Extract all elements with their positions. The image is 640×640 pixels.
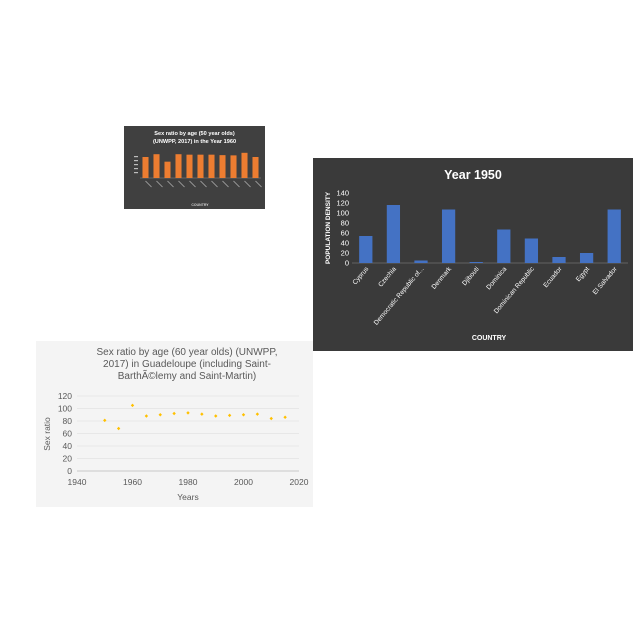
chart-title-line: Sex ratio by age (60 year olds) (UNWPP,: [96, 347, 277, 358]
y-tick-label: [134, 172, 138, 174]
x-tick-label: [156, 180, 163, 188]
y-tick-label: 100: [58, 404, 72, 414]
x-tick-label: Democratic Republic of...: [373, 266, 426, 327]
bar: [359, 236, 373, 263]
small-bar-chart-panel: Sex ratio by age (50 year olds) (UNWPP, 2…: [124, 126, 265, 209]
bar: [497, 229, 511, 263]
x-tick-label: [255, 180, 262, 188]
y-tick-label: [134, 168, 138, 170]
x-tick-label: El Salvador: [592, 265, 620, 296]
population-density-chart-panel: Year 1950 0 20 40 60 80 100 120 140 Cyprus Czechia…: [313, 158, 633, 351]
x-tick-label: 1940: [68, 477, 87, 487]
data-point: [255, 412, 260, 416]
data-point: [269, 416, 273, 421]
bar: [469, 262, 483, 263]
sex-ratio-scatter-panel: Sex ratio by age (60 year olds) (UNWPP, 2…: [36, 341, 313, 507]
x-tick-label: [244, 180, 251, 188]
y-tick-label: 60: [63, 429, 73, 439]
x-tick-label: 1980: [179, 477, 198, 487]
x-tick-label: 2020: [290, 477, 309, 487]
data-point: [283, 415, 287, 419]
sex-ratio-scatter-chart: Sex ratio by age (60 year olds) (UNWPP,2…: [42, 347, 309, 502]
y-tick-label: 140: [336, 189, 349, 198]
x-tick-label: Egypt: [575, 266, 591, 284]
bar: [241, 152, 248, 178]
x-tick-label: Dominica: [485, 266, 508, 292]
bar: [219, 155, 226, 178]
x-tick-label: Djibouti: [461, 265, 481, 287]
x-tick-label: 2000: [234, 477, 253, 487]
data-point: [144, 414, 149, 418]
data-point: [130, 403, 135, 408]
x-tick-label: [211, 180, 218, 188]
y-tick-label: 20: [63, 454, 73, 464]
small-bar-chart: Sex ratio by age (50 year olds) (UNWPP, 2…: [134, 131, 262, 207]
data-point: [116, 426, 121, 431]
x-tick-label: [178, 180, 185, 188]
data-point: [200, 412, 204, 416]
bar: [607, 209, 621, 263]
x-tick-label: Cyprus: [352, 265, 371, 286]
data-point: [158, 413, 162, 417]
x-tick-label: Czechia: [377, 266, 398, 289]
chart-title-line: (UNWPP, 2017) in the Year 1960: [153, 139, 236, 145]
chart-title-line: BarthÃ©lemy and Saint-Martin): [118, 369, 257, 382]
bar: [186, 154, 193, 178]
y-tick-label: 100: [336, 209, 349, 218]
bar: [153, 154, 160, 178]
x-tick-label: Ecuador: [542, 265, 564, 289]
y-tick-label: 80: [341, 219, 349, 228]
y-tick-label: 0: [345, 259, 349, 268]
data-point: [103, 418, 107, 423]
bar: [230, 155, 237, 178]
data-point: [227, 413, 232, 418]
bar: [552, 257, 566, 263]
bar: [524, 238, 539, 263]
data-point: [214, 414, 218, 418]
chart-title-line: 2017) in Guadeloupe (including Saint-: [103, 359, 271, 370]
x-axis-title: COUNTRY: [472, 335, 507, 342]
y-tick-label: 120: [58, 391, 72, 401]
x-tick-label: [167, 180, 174, 188]
bar: [197, 154, 204, 178]
y-tick-label: [134, 156, 138, 158]
bar: [252, 157, 259, 178]
x-tick-label: [189, 180, 196, 188]
bar: [441, 209, 456, 263]
data-point: [172, 411, 176, 416]
x-tick-label: Denmark: [431, 265, 454, 291]
x-axis-title: Years: [177, 492, 198, 502]
y-tick-label: [134, 164, 138, 166]
x-tick-label: [222, 180, 229, 188]
x-tick-label: [145, 180, 152, 188]
y-axis-title: POPULATION DENSITY: [325, 191, 332, 264]
chart-title: Year 1950: [444, 168, 502, 182]
y-tick-label: 40: [341, 239, 349, 248]
x-tick-label: 1960: [123, 477, 142, 487]
bar: [164, 161, 171, 178]
y-tick-label: 120: [336, 199, 349, 208]
y-tick-label: 80: [63, 416, 73, 426]
x-tick-label: [200, 180, 207, 188]
y-tick-label: 60: [341, 229, 349, 238]
bar: [386, 205, 401, 263]
bar: [142, 157, 149, 178]
x-tick-label: [233, 180, 240, 188]
bar: [208, 154, 215, 178]
bar: [579, 253, 594, 263]
x-axis-title: COUNTRY: [191, 203, 209, 207]
chart-title-line: Sex ratio by age (50 year olds): [154, 131, 235, 137]
y-axis-title: Sex ratio: [42, 417, 52, 451]
y-tick-label: [134, 160, 138, 162]
y-tick-label: 40: [63, 441, 73, 451]
data-point: [241, 413, 246, 417]
bar: [175, 154, 182, 178]
data-point: [186, 411, 190, 415]
y-tick-label: 20: [341, 249, 349, 258]
y-tick-label: 0: [67, 466, 72, 476]
bar: [414, 260, 428, 263]
